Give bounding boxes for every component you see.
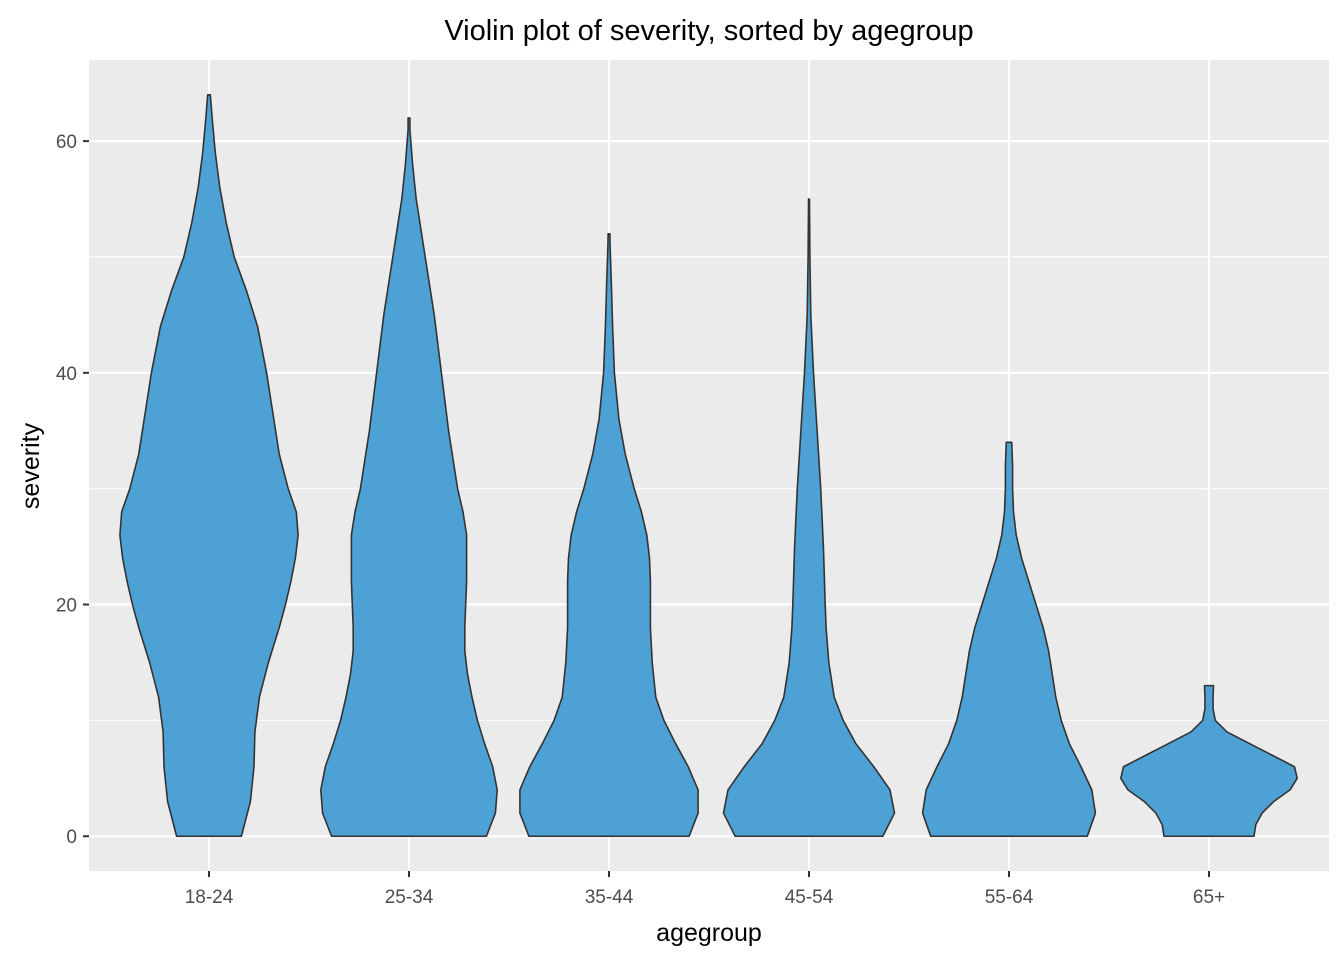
violins <box>119 93 1298 838</box>
y-tick-label: 60 <box>56 132 77 153</box>
x-tick-label: 35-44 <box>585 887 634 908</box>
violin-35-44 <box>519 232 699 838</box>
x-tick-label: 65+ <box>1193 887 1225 908</box>
y-axis-title: severity <box>17 422 45 509</box>
violin-18-24 <box>119 93 299 838</box>
x-axis: 18-24 25-34 35-44 45-54 55-64 65+ <box>185 871 1225 908</box>
x-tick-label: 18-24 <box>185 887 234 908</box>
y-tick-label: 40 <box>56 364 77 385</box>
y-axis: 0 20 40 60 <box>56 132 89 848</box>
violin-55-64 <box>921 441 1097 838</box>
y-tick-label: 20 <box>56 596 77 617</box>
violin-25-34 <box>320 117 498 838</box>
x-tick-label: 25-34 <box>385 887 434 908</box>
x-tick-label: 55-64 <box>985 887 1034 908</box>
plot-panel <box>89 60 1329 871</box>
x-tick-label: 45-54 <box>785 887 834 908</box>
violin-45-54 <box>722 198 896 838</box>
x-axis-title: agegroup <box>656 919 762 947</box>
chart-title: Violin plot of severity, sorted by agegr… <box>444 15 973 47</box>
y-tick-label: 0 <box>66 827 77 848</box>
grid-minor <box>89 256 1329 721</box>
violin-65+ <box>1120 684 1298 838</box>
